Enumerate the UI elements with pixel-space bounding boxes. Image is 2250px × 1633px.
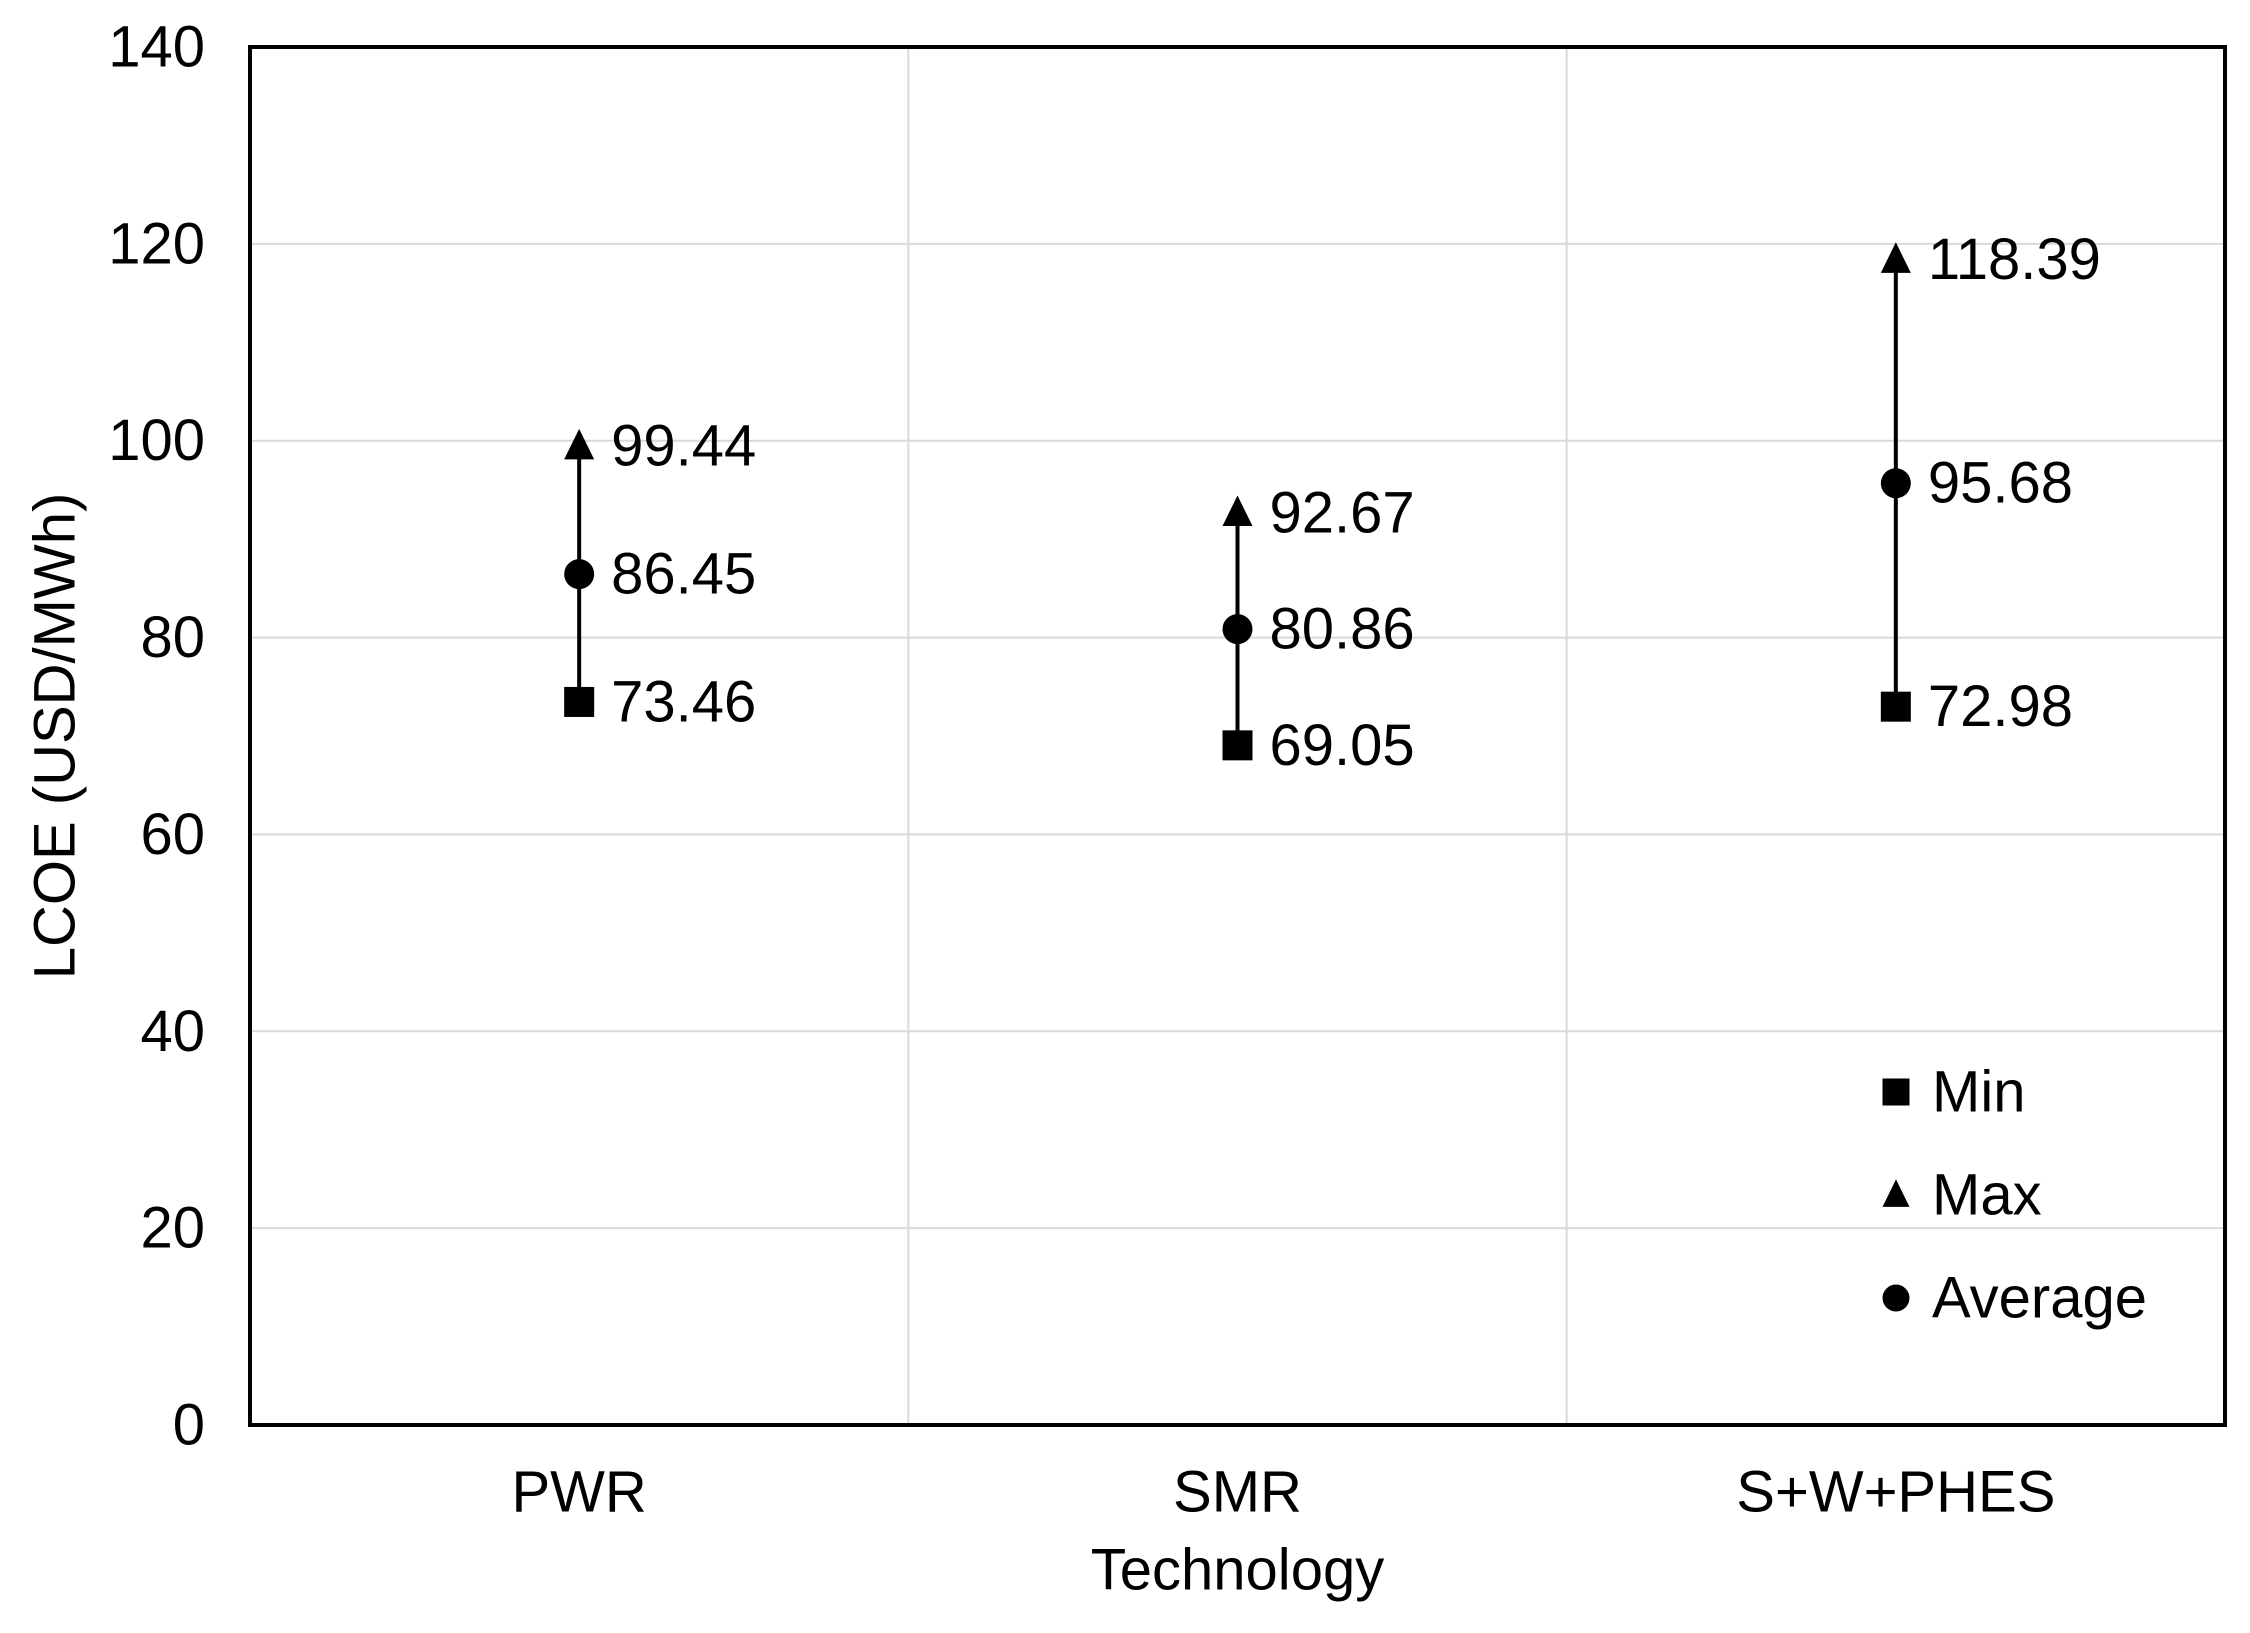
y-tick-label-20: 20 <box>140 1196 205 1261</box>
legend-average-icon <box>1882 1284 1910 1312</box>
min-marker-smr <box>1222 730 1253 761</box>
category-label-pwr: PWR <box>512 1460 647 1525</box>
min-marker-pwr <box>564 686 595 717</box>
legend-max-icon <box>1882 1179 1910 1207</box>
legend-average-label: Average <box>1932 1266 2147 1331</box>
y-tick-label-60: 60 <box>140 802 205 867</box>
y-tick-label-40: 40 <box>140 999 205 1064</box>
max-marker-s-w-phes <box>1880 242 1911 273</box>
y-tick-label-0: 0 <box>173 1393 205 1458</box>
legend-min-label: Min <box>1932 1060 2025 1125</box>
legend-min-icon <box>1882 1078 1910 1106</box>
category-label-s-w-phes: S+W+PHES <box>1736 1460 2055 1525</box>
min-value-label-smr: 69.05 <box>1270 713 1415 778</box>
category-label-smr: SMR <box>1173 1460 1302 1525</box>
average-value-label-smr: 80.86 <box>1270 597 1415 662</box>
average-marker-smr <box>1222 614 1253 645</box>
min-marker-s-w-phes <box>1880 691 1911 722</box>
plot-border <box>248 45 2227 1427</box>
max-value-label-smr: 92.67 <box>1270 480 1415 545</box>
y-tick-label-140: 140 <box>108 15 205 80</box>
y-tick-label-80: 80 <box>140 605 205 670</box>
legend-max-label: Max <box>1932 1163 2042 1228</box>
max-value-label-s-w-phes: 118.39 <box>1928 227 2101 292</box>
max-marker-pwr <box>564 428 595 460</box>
y-axis-title: LCOE (USD/MWh) <box>23 493 88 980</box>
x-axis-title: Technology <box>1091 1538 1384 1603</box>
average-marker-s-w-phes <box>1880 468 1911 499</box>
average-value-label-s-w-phes: 95.68 <box>1928 451 2073 516</box>
average-value-label-pwr: 86.45 <box>611 542 756 607</box>
min-value-label-s-w-phes: 72.98 <box>1928 674 2073 739</box>
y-tick-label-120: 120 <box>108 211 205 276</box>
max-marker-smr <box>1222 495 1253 527</box>
y-tick-label-100: 100 <box>108 408 205 473</box>
max-value-label-pwr: 99.44 <box>611 414 756 479</box>
average-marker-pwr <box>564 559 595 590</box>
min-value-label-pwr: 73.46 <box>611 669 756 734</box>
